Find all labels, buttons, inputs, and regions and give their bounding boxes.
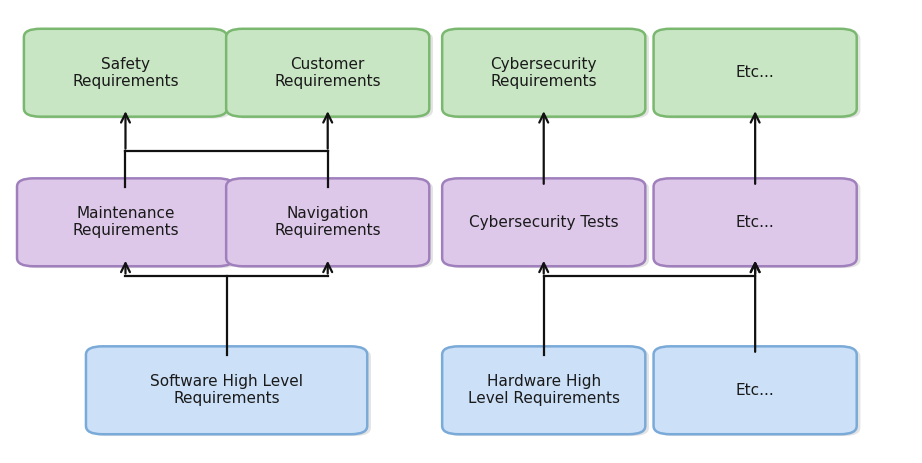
- FancyBboxPatch shape: [230, 31, 433, 119]
- Text: Cybersecurity
Requirements: Cybersecurity Requirements: [491, 56, 597, 89]
- Text: Safety
Requirements: Safety Requirements: [72, 56, 179, 89]
- FancyBboxPatch shape: [446, 180, 649, 268]
- FancyBboxPatch shape: [446, 31, 649, 119]
- FancyBboxPatch shape: [657, 348, 860, 436]
- FancyBboxPatch shape: [28, 31, 230, 119]
- FancyBboxPatch shape: [443, 346, 645, 434]
- FancyBboxPatch shape: [446, 348, 649, 436]
- FancyBboxPatch shape: [443, 178, 645, 266]
- FancyBboxPatch shape: [443, 29, 645, 117]
- Text: Navigation
Requirements: Navigation Requirements: [275, 206, 381, 238]
- FancyBboxPatch shape: [17, 178, 234, 266]
- FancyBboxPatch shape: [20, 180, 238, 268]
- Text: Maintenance
Requirements: Maintenance Requirements: [72, 206, 179, 238]
- FancyBboxPatch shape: [226, 178, 430, 266]
- FancyBboxPatch shape: [226, 29, 430, 117]
- Text: Etc...: Etc...: [736, 383, 774, 398]
- FancyBboxPatch shape: [654, 29, 857, 117]
- Text: Software High Level
Requirements: Software High Level Requirements: [150, 374, 303, 407]
- FancyBboxPatch shape: [654, 178, 857, 266]
- FancyBboxPatch shape: [89, 348, 371, 436]
- FancyBboxPatch shape: [230, 180, 433, 268]
- FancyBboxPatch shape: [24, 29, 227, 117]
- FancyBboxPatch shape: [657, 31, 860, 119]
- FancyBboxPatch shape: [654, 346, 857, 434]
- Text: Etc...: Etc...: [736, 65, 774, 80]
- Text: Hardware High
Level Requirements: Hardware High Level Requirements: [467, 374, 620, 407]
- Text: Cybersecurity Tests: Cybersecurity Tests: [469, 215, 619, 230]
- FancyBboxPatch shape: [657, 180, 860, 268]
- FancyBboxPatch shape: [86, 346, 367, 434]
- Text: Customer
Requirements: Customer Requirements: [275, 56, 381, 89]
- Text: Etc...: Etc...: [736, 215, 774, 230]
